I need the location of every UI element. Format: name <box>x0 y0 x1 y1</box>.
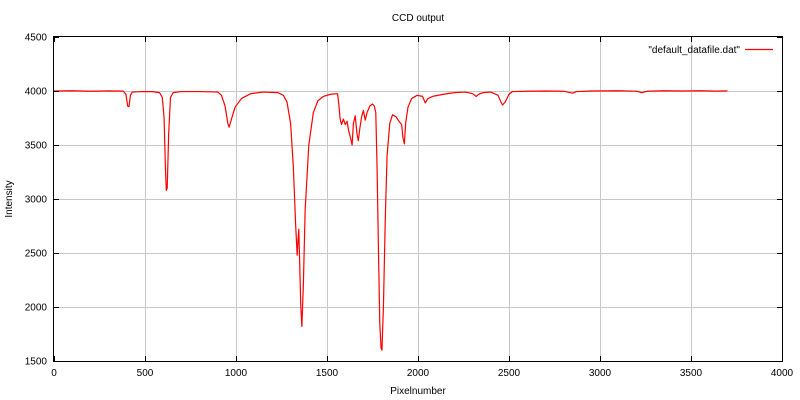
chart-title: CCD output <box>392 13 444 24</box>
x-tick-label: 1500 <box>316 368 339 379</box>
x-axis-label: Pixelnumber <box>390 386 446 397</box>
y-tick-label: 3000 <box>25 195 48 206</box>
y-tick-label: 4000 <box>25 87 48 98</box>
x-tick-label: 3500 <box>680 368 703 379</box>
legend-label: "default_datafile.dat" <box>648 45 740 56</box>
series-layer <box>53 90 728 351</box>
y-tick-label: 4500 <box>25 33 48 44</box>
grid <box>54 37 782 361</box>
plot-frame <box>53 36 783 362</box>
legend: "default_datafile.dat" <box>648 45 773 56</box>
axis-ticks <box>54 37 783 362</box>
x-tick-label: 2000 <box>407 368 430 379</box>
series-line-0 <box>53 90 728 351</box>
x-tick-label: 500 <box>137 368 154 379</box>
x-tick-label: 0 <box>51 368 57 379</box>
x-tick-labels: 0 500 1000 1500 2000 2500 3000 3500 4000 <box>51 368 793 379</box>
y-tick-label: 3500 <box>25 141 48 152</box>
x-tick-label: 2500 <box>498 368 521 379</box>
x-tick-label: 3000 <box>589 368 612 379</box>
y-tick-label: 1500 <box>25 357 48 368</box>
y-tick-label: 2000 <box>25 303 48 314</box>
x-tick-label: 1000 <box>225 368 248 379</box>
x-tick-label: 4000 <box>771 368 794 379</box>
y-axis-label: Intensity <box>4 180 15 217</box>
y-tick-label: 2500 <box>25 249 48 260</box>
y-tick-labels: 1500 2000 2500 3000 3500 4000 4500 <box>25 33 48 368</box>
